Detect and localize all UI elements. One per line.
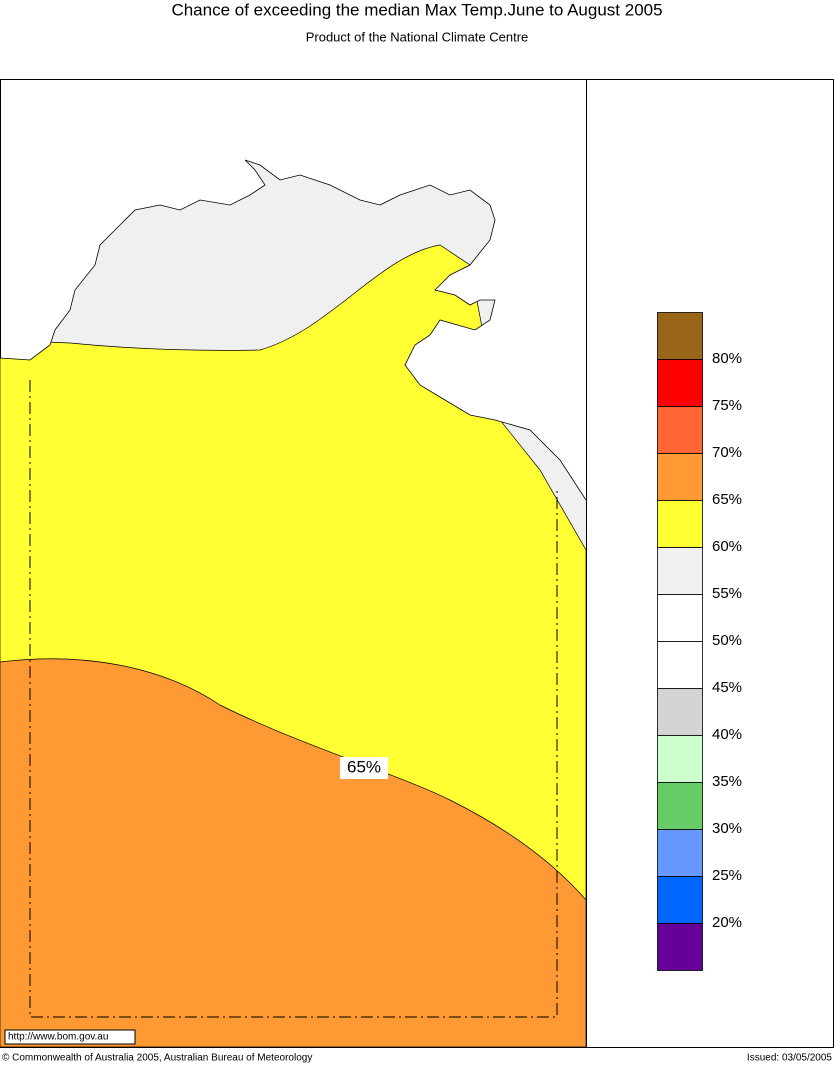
legend-label: 20% <box>712 914 742 931</box>
legend-swatch <box>657 829 703 877</box>
legend-swatch <box>657 876 703 924</box>
legend-swatch <box>657 735 703 783</box>
legend-label: 55% <box>712 585 742 602</box>
coastline <box>0 159 587 501</box>
legend-swatch <box>657 406 703 454</box>
url-box <box>4 1029 136 1045</box>
legend-swatch <box>657 312 703 360</box>
legend-swatch <box>657 641 703 689</box>
legend-label: 65% <box>712 491 742 508</box>
legend-label: 80% <box>712 350 742 367</box>
legend-label: 50% <box>712 632 742 649</box>
legend-label: 45% <box>712 679 742 696</box>
copyright: © Commonwealth of Australia 2005, Austra… <box>2 1053 312 1064</box>
legend-swatch <box>657 359 703 407</box>
title: Chance of exceeding the median Max Temp.… <box>171 0 662 19</box>
legend-label: 30% <box>712 820 742 837</box>
legend-swatch <box>657 547 703 595</box>
legend-label: 75% <box>712 397 742 414</box>
legend-swatch <box>657 594 703 642</box>
legend-label: 70% <box>712 444 742 461</box>
legend-swatch <box>657 500 703 548</box>
legend-label: 40% <box>712 726 742 743</box>
legend-swatch <box>657 923 703 971</box>
map-area <box>0 160 586 1047</box>
issued: Issued: 03/05/2005 <box>747 1053 833 1064</box>
contour-label-bg <box>340 757 388 779</box>
legend-label: 60% <box>712 538 742 555</box>
subtitle: Product of the National Climate Centre <box>306 29 529 44</box>
contour-label: 65% <box>347 757 381 776</box>
url: http://www.bom.gov.au <box>8 1032 108 1043</box>
legend-swatch <box>657 453 703 501</box>
legend-swatch <box>657 688 703 736</box>
legend-swatch <box>657 782 703 830</box>
legend-label: 35% <box>712 773 742 790</box>
boundary <box>29 380 558 1018</box>
legend-label: 25% <box>712 867 742 884</box>
legend: 80% 75% 70% 65% 60% 55% 50% 45% 40% 35% 30% 25% 20% <box>657 312 742 971</box>
